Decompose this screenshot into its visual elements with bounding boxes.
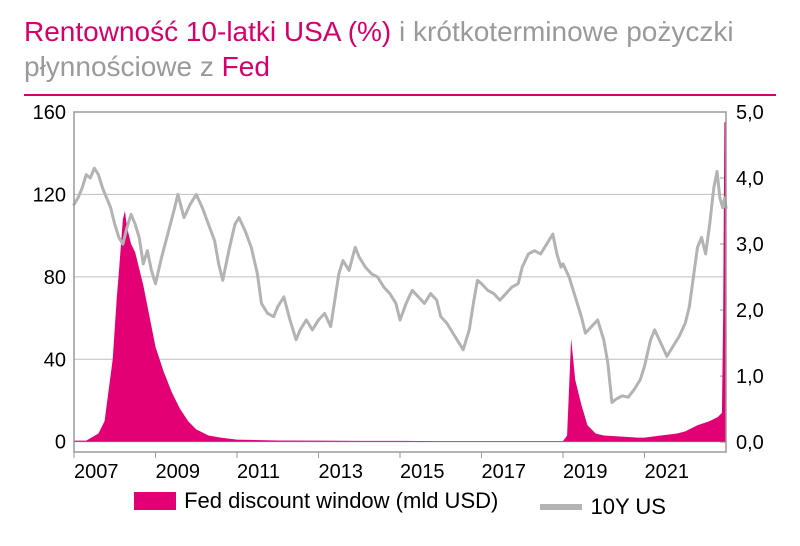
legend-swatch-area bbox=[134, 492, 176, 510]
chart: 0 40 80 120 160 0,0 1,0 2,0 3,0 4,0 5,0 2007 2009 201… bbox=[24, 102, 776, 482]
series-line bbox=[74, 168, 726, 402]
x-tick: 2017 bbox=[482, 461, 527, 482]
series-area bbox=[74, 122, 726, 441]
x-tick: 2021 bbox=[645, 461, 690, 482]
legend-label-area: Fed discount window (mld USD) bbox=[184, 488, 498, 514]
chart-title: Rentowność 10-latki USA (%) i krótkoterm… bbox=[24, 14, 776, 84]
y-left-tick: 160 bbox=[33, 102, 66, 124]
y-right-tick: 5,0 bbox=[736, 102, 764, 124]
legend-label-line: 10Y US bbox=[590, 494, 665, 520]
y-right-tick: 2,0 bbox=[736, 300, 764, 322]
y-left-tick: 120 bbox=[33, 184, 66, 206]
y-right-tick: 0,0 bbox=[736, 432, 764, 454]
y-right-tick: 4,0 bbox=[736, 168, 764, 190]
y-right-tick: 3,0 bbox=[736, 234, 764, 256]
y-left-tick: 80 bbox=[44, 267, 66, 289]
title-part-3: Fed bbox=[222, 51, 270, 82]
y-right-tick: 1,0 bbox=[736, 366, 764, 388]
y-left-tick: 0 bbox=[55, 432, 66, 454]
chart-svg: 0 40 80 120 160 0,0 1,0 2,0 3,0 4,0 5,0 2007 2009 201… bbox=[24, 102, 776, 482]
legend-swatch-line bbox=[540, 504, 582, 510]
x-tick: 2015 bbox=[400, 461, 445, 482]
x-tick: 2013 bbox=[319, 461, 364, 482]
x-tick: 2019 bbox=[563, 461, 608, 482]
title-rule bbox=[24, 94, 776, 96]
y-left-tick: 40 bbox=[44, 349, 66, 371]
x-tick: 2011 bbox=[237, 461, 280, 482]
x-tick: 2009 bbox=[156, 461, 201, 482]
title-part-1: Rentowność 10-latki USA (%) bbox=[24, 16, 391, 47]
legend: Fed discount window (mld USD) 10Y US bbox=[24, 488, 776, 520]
legend-item-line: 10Y US bbox=[540, 494, 665, 520]
legend-item-area: Fed discount window (mld USD) bbox=[134, 488, 498, 514]
x-tick: 2007 bbox=[74, 461, 119, 482]
